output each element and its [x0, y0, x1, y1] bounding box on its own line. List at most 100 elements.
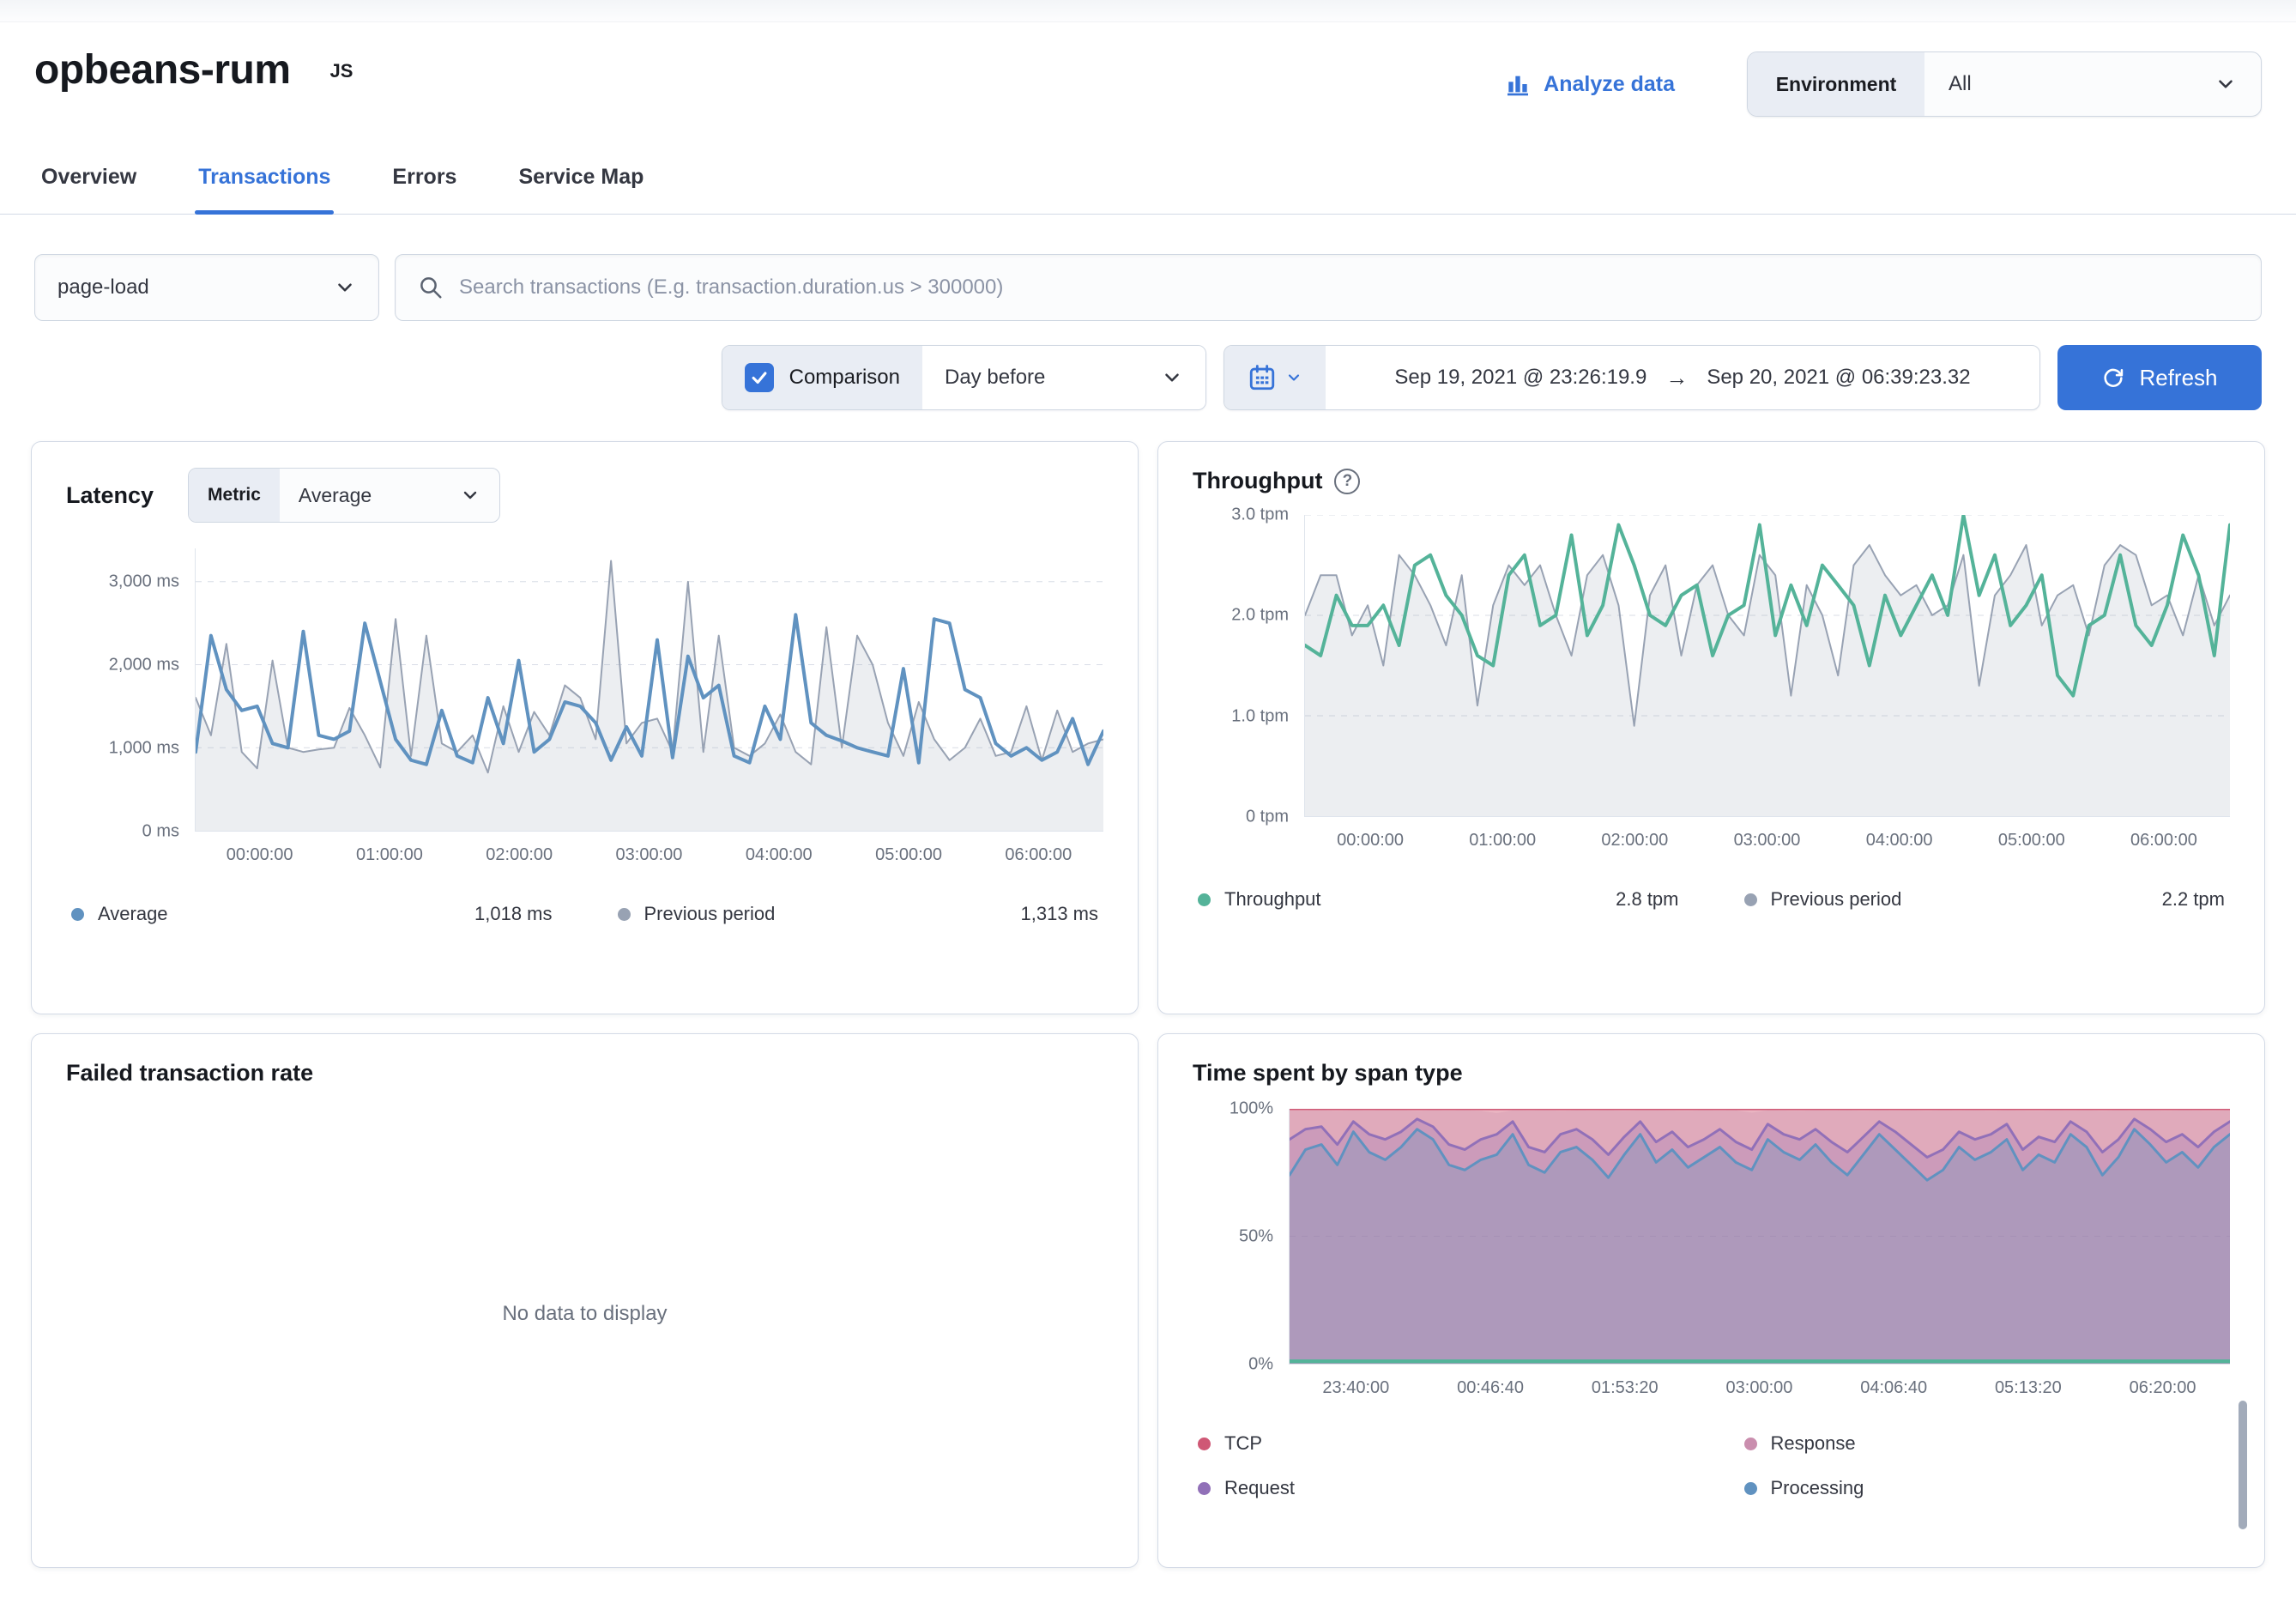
x-tick-label: 06:00:00: [1005, 845, 1072, 865]
throughput-panel: Throughput ? 3.0 tpm2.0 tpm1.0 tpm0 tpm …: [1157, 441, 2265, 1014]
service-header: opbeans-rum JS Analyze data Environment …: [0, 22, 2296, 117]
legend-scrollbar-thumb[interactable]: [2239, 1401, 2247, 1529]
throughput-title: Throughput: [1193, 468, 1322, 494]
legend-item-previous-period[interactable]: Previous period 1,313 ms: [613, 894, 1104, 934]
chevron-down-icon: [1285, 369, 1302, 386]
span-type-chart: 100%50%0% 23:40:0000:46:4001:53:2003:00:…: [1193, 1109, 2230, 1398]
analyze-data-label: Analyze data: [1544, 72, 1675, 97]
series-dot: [71, 908, 84, 921]
transaction-type-value: page-load: [57, 275, 149, 300]
tab-overview[interactable]: Overview: [38, 165, 140, 214]
y-tick-label: 50%: [1239, 1227, 1273, 1247]
x-tick-label: 06:20:00: [2130, 1378, 2196, 1398]
x-tick-label: 00:00:00: [227, 845, 293, 865]
tab-service-map[interactable]: Service Map: [515, 165, 647, 214]
span-type-y-axis: 100%50%0%: [1193, 1109, 1289, 1365]
throughput-plot: [1304, 515, 2230, 817]
comparison-checkbox[interactable]: [745, 363, 774, 392]
throughput-chart-svg: [1305, 515, 2230, 816]
series-dot: [1744, 893, 1757, 906]
comparison-period-value: Day before: [945, 366, 1045, 390]
latency-x-axis: 00:00:0001:00:0002:00:0003:00:0004:00:00…: [195, 845, 1103, 865]
x-tick-label: 01:00:00: [356, 845, 423, 865]
x-tick-label: 04:00:00: [1866, 831, 1933, 850]
date-range-picker: Sep 19, 2021 @ 23:26:19.9 → Sep 20, 2021…: [1224, 345, 2040, 410]
latency-metric-select[interactable]: Metric Average: [188, 468, 500, 523]
arrow-right-icon: →: [1665, 365, 1688, 391]
agent-badge-js: JS: [330, 60, 353, 82]
date-start: Sep 19, 2021 @ 23:26:19.9: [1394, 366, 1646, 390]
y-tick-label: 0%: [1248, 1355, 1273, 1375]
throughput-legend: Throughput 2.8 tpm Previous period 2.2 t…: [1193, 880, 2230, 919]
legend-value: 1,313 ms: [1021, 903, 1099, 925]
legend-item-throughput[interactable]: Throughput 2.8 tpm: [1193, 880, 1684, 919]
date-end: Sep 20, 2021 @ 06:39:23.32: [1707, 366, 1970, 390]
help-icon[interactable]: ?: [1334, 469, 1360, 494]
throughput-x-axis: 00:00:0001:00:0002:00:0003:00:0004:00:00…: [1304, 831, 2230, 850]
metric-value: Average: [299, 484, 372, 507]
y-tick-label: 2,000 ms: [109, 655, 179, 675]
x-tick-label: 05:00:00: [875, 845, 942, 865]
x-tick-label: 05:00:00: [1998, 831, 2065, 850]
search-icon: [418, 275, 444, 300]
series-dot: [1744, 1438, 1757, 1450]
tab-transactions[interactable]: Transactions: [195, 165, 334, 214]
calendar-button[interactable]: [1224, 346, 1326, 409]
throughput-chart: 3.0 tpm2.0 tpm1.0 tpm0 tpm 00:00:0001:00…: [1193, 515, 2230, 850]
refresh-label: Refresh: [2139, 365, 2217, 391]
legend-value: 2.8 tpm: [1616, 888, 1678, 911]
comparison-label: Comparison: [789, 366, 900, 390]
y-tick-label: 3.0 tpm: [1231, 505, 1289, 525]
analyze-data-link[interactable]: Analyze data: [1504, 70, 1675, 98]
time-controls: Comparison Day before Sep 19, 2021 @ 23:…: [0, 345, 2296, 410]
date-range-display[interactable]: Sep 19, 2021 @ 23:26:19.9 → Sep 20, 2021…: [1326, 346, 2039, 409]
span-type-legend: TCP Response Request Processing: [1193, 1424, 2230, 1508]
tab-errors[interactable]: Errors: [389, 165, 460, 214]
failed-transaction-rate-panel: Failed transaction rate No data to displ…: [31, 1033, 1139, 1568]
x-tick-label: 04:00:00: [746, 845, 813, 865]
comparison-control: Comparison Day before: [722, 345, 1206, 410]
latency-chart: 3,000 ms2,000 ms1,000 ms0 ms 00:00:0001:…: [66, 548, 1103, 865]
latency-plot: [195, 548, 1103, 832]
no-data-message: No data to display: [66, 1087, 1103, 1541]
span-type-plot: [1289, 1109, 2230, 1365]
series-dot: [1744, 1482, 1757, 1495]
transaction-type-select[interactable]: page-load: [34, 254, 379, 321]
browser-chrome-strip: [0, 0, 2296, 22]
environment-select[interactable]: Environment All: [1747, 51, 2262, 117]
legend-item-request[interactable]: Request: [1193, 1468, 1684, 1508]
legend-item-processing[interactable]: Processing: [1739, 1468, 2231, 1508]
legend-value: 2.2 tpm: [2162, 888, 2225, 911]
comparison-period-select[interactable]: Day before: [922, 346, 1205, 409]
latency-title: Latency: [66, 482, 154, 509]
transaction-search: [395, 254, 2262, 321]
refresh-button[interactable]: Refresh: [2057, 345, 2262, 410]
x-tick-label: 00:46:40: [1457, 1378, 1524, 1398]
y-tick-label: 2.0 tpm: [1231, 606, 1289, 626]
series-dot: [1198, 893, 1211, 906]
calendar-icon: [1248, 363, 1277, 392]
legend-item-tcp[interactable]: TCP: [1193, 1424, 1684, 1463]
x-tick-label: 03:00:00: [1726, 1378, 1793, 1398]
charts-grid: Latency Metric Average 3,000 ms 2,000 ms 1…: [0, 441, 2296, 1568]
chevron-down-icon: [334, 276, 356, 299]
x-tick-label: 02:00:00: [486, 845, 553, 865]
x-tick-label: 01:53:20: [1592, 1378, 1659, 1398]
legend-item-response[interactable]: Response: [1739, 1424, 2231, 1463]
x-tick-label: 04:06:40: [1860, 1378, 1927, 1398]
latency-panel: Latency Metric Average 3,000 ms 2,000 ms 1…: [31, 441, 1139, 1014]
environment-value[interactable]: All: [1924, 52, 2261, 116]
series-dot: [1198, 1482, 1211, 1495]
x-tick-label: 05:13:20: [1995, 1378, 2062, 1398]
x-tick-label: 03:00:00: [1734, 831, 1801, 850]
bar-chart-icon: [1504, 70, 1532, 98]
legend-item-previous-period[interactable]: Previous period 2.2 tpm: [1739, 880, 2231, 919]
y-tick-label: 1,000 ms: [109, 738, 179, 758]
legend-item-average[interactable]: Average 1,018 ms: [66, 894, 558, 934]
search-input[interactable]: [459, 275, 2239, 300]
chevron-down-icon: [460, 485, 480, 505]
y-tick-label: 3,000 ms: [109, 572, 179, 591]
x-tick-label: 01:00:00: [1469, 831, 1536, 850]
latency-legend: Average 1,018 ms Previous period 1,313 m…: [66, 894, 1103, 934]
failed-rate-title: Failed transaction rate: [66, 1060, 313, 1087]
